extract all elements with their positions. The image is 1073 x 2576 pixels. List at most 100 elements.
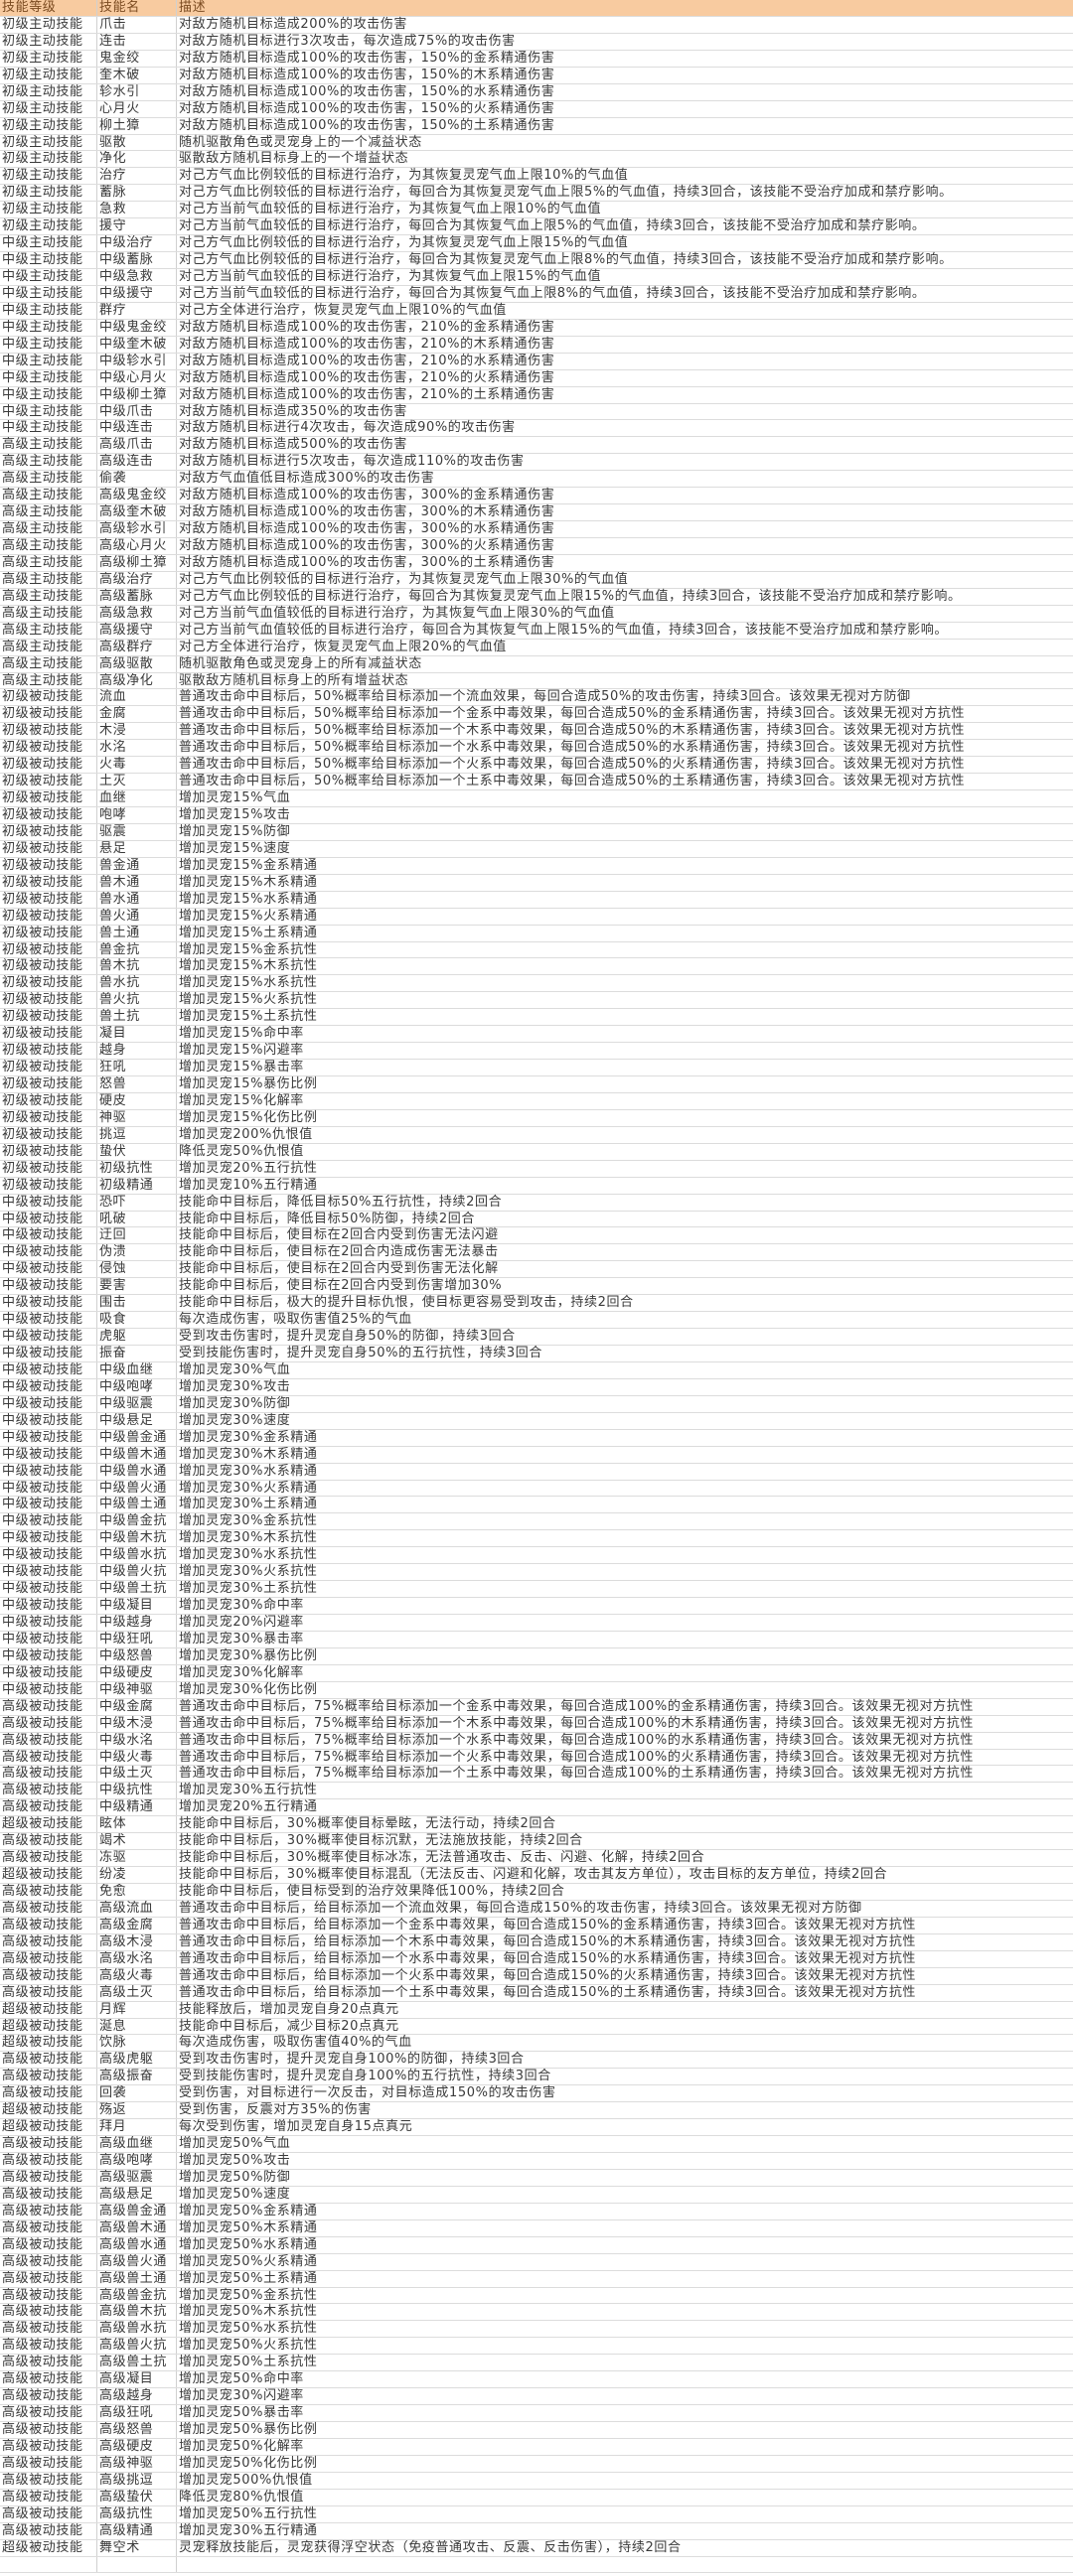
- skill-description-cell[interactable]: 对己方气血比例较低的目标进行治疗，每回合为其恢复灵宠气血上限5%的气血值，持续3…: [179, 185, 953, 201]
- skill-name-cell[interactable]: 免愈: [97, 1884, 177, 1900]
- skill-level-cell[interactable]: 高级被动技能: [0, 1749, 97, 1766]
- skill-description-cell[interactable]: 普通攻击命中目标后，给目标添加一个木系中毒效果，每回合造成150%的木系精通伤害…: [179, 1933, 917, 1949]
- skill-description-cell[interactable]: 增加灵宠20%五行抗性: [179, 1160, 318, 1176]
- skill-level-cell[interactable]: 初级主动技能: [0, 202, 97, 218]
- skill-name-cell[interactable]: 恐吓: [97, 1194, 177, 1211]
- skill-level-cell[interactable]: 初级主动技能: [0, 218, 97, 235]
- skill-level-cell[interactable]: 高级被动技能: [0, 1933, 97, 1950]
- skill-level-cell[interactable]: 中级主动技能: [0, 336, 97, 353]
- skill-description-cell[interactable]: 增加灵宠30%攻击: [179, 1378, 291, 1394]
- skill-name-cell[interactable]: 中级土灭: [97, 1766, 177, 1783]
- skill-description-cell[interactable]: 普通攻击命中目标后，75%概率给目标添加一个水系中毒效果，每回合造成100%的水…: [179, 1732, 974, 1748]
- skill-description-cell[interactable]: 对敌方气血值低目标造成300%的攻击伤害: [179, 471, 435, 487]
- skill-name-cell[interactable]: 中级蓄脉: [97, 252, 177, 268]
- skill-level-cell[interactable]: 中级主动技能: [0, 319, 97, 336]
- skill-name-cell[interactable]: 吸食: [97, 1312, 177, 1329]
- column-header-level[interactable]: 技能等级: [0, 0, 97, 16]
- skill-description-cell[interactable]: 受到技能伤害时，提升灵宠自身50%的五行抗性，持续3回合: [179, 1346, 542, 1360]
- skill-level-cell[interactable]: 中级主动技能: [0, 269, 97, 285]
- skill-name-cell[interactable]: 援守: [97, 218, 177, 235]
- skill-description-cell[interactable]: 对敌方随机目标进行3次攻击，每次造成75%的攻击伤害: [179, 33, 516, 49]
- skill-level-cell[interactable]: 初级被动技能: [0, 1026, 97, 1043]
- skill-description-cell[interactable]: 随机驱散角色或灵宠身上的一个减益状态: [179, 134, 422, 150]
- skill-description-cell[interactable]: 增加灵宠30%暴击率: [179, 1631, 304, 1646]
- skill-description-cell[interactable]: 增加灵宠50%防御: [179, 2169, 291, 2185]
- skill-description-cell[interactable]: 普通攻击命中目标后，50%概率给目标添加一个金系中毒效果，每回合造成50%的金系…: [179, 706, 966, 722]
- skill-level-cell[interactable]: 高级被动技能: [0, 1766, 97, 1783]
- skill-name-cell[interactable]: 兽水抗: [97, 975, 177, 992]
- skill-name-cell[interactable]: 高级鬼金绞: [97, 488, 177, 504]
- skill-description-cell[interactable]: 技能释放后，增加灵宠自身20点真元: [179, 2001, 399, 2017]
- skill-description-cell[interactable]: 技能命中目标后，降低目标50%五行抗性，持续2回合: [179, 1194, 503, 1210]
- skill-description-cell[interactable]: 对敌方随机目标进行5次攻击，每次造成110%的攻击伤害: [179, 454, 525, 470]
- skill-name-cell[interactable]: 兽水通: [97, 891, 177, 908]
- skill-level-cell[interactable]: 高级被动技能: [0, 1917, 97, 1933]
- skill-description-cell[interactable]: 增加灵宠15%攻击: [179, 807, 291, 822]
- skill-name-cell[interactable]: [97, 2556, 177, 2573]
- skill-description-cell[interactable]: 增加灵宠50%水系精通: [179, 2236, 318, 2252]
- skill-name-cell[interactable]: 中级兽土通: [97, 1497, 177, 1513]
- skill-level-cell[interactable]: 超级被动技能: [0, 2035, 97, 2052]
- skill-level-cell[interactable]: 初级主动技能: [0, 83, 97, 100]
- skill-name-cell[interactable]: 中级金腐: [97, 1698, 177, 1715]
- skill-level-cell[interactable]: 初级主动技能: [0, 50, 97, 67]
- skill-name-cell[interactable]: 鬼金绞: [97, 50, 177, 67]
- skill-name-cell[interactable]: 驱震: [97, 823, 177, 840]
- skill-description-cell[interactable]: 普通攻击命中目标后，给目标添加一个流血效果，每回合造成150%的攻击伤害，持续3…: [179, 1900, 862, 1916]
- skill-description-cell[interactable]: 对己方气血比例较低的目标进行治疗，为其恢复灵宠气血上限15%的气血值: [179, 235, 629, 251]
- skill-name-cell[interactable]: 高级群疗: [97, 639, 177, 655]
- skill-description-cell[interactable]: 对敌方随机目标造成100%的攻击伤害，150%的火系精通伤害: [179, 100, 555, 116]
- skill-description-cell[interactable]: 对己方当前气血较低的目标进行治疗，每回合为其恢复气血上限5%的气血值，持续3回合…: [179, 218, 926, 234]
- skill-description-cell[interactable]: 普通攻击命中目标后，50%概率给目标添加一个流血效果，每回合造成50%的攻击伤害…: [179, 689, 911, 705]
- skill-description-cell[interactable]: [177, 2557, 1073, 2573]
- skill-description-cell[interactable]: 技能命中目标后，30%概率使目标冰冻，无法普通攻击、反击、闪避、化解，持续2回合: [179, 1850, 705, 1866]
- skill-description-cell[interactable]: 增加灵宠30%水系抗性: [179, 1547, 318, 1563]
- skill-level-cell[interactable]: 初级被动技能: [0, 1126, 97, 1143]
- skill-name-cell[interactable]: 振奋: [97, 1346, 177, 1361]
- skill-description-cell[interactable]: 增加灵宠15%暴击率: [179, 1060, 304, 1075]
- skill-level-cell[interactable]: 初级被动技能: [0, 1143, 97, 1160]
- skill-name-cell[interactable]: 悬足: [97, 840, 177, 857]
- skill-level-cell[interactable]: 中级被动技能: [0, 1631, 97, 1647]
- skill-description-cell[interactable]: 增加灵宠50%土系抗性: [179, 2355, 318, 2370]
- skill-name-cell[interactable]: 中级柳土獐: [97, 386, 177, 403]
- skill-description-cell[interactable]: 增加灵宠30%速度: [179, 1412, 291, 1428]
- skill-name-cell[interactable]: 治疗: [97, 168, 177, 185]
- skill-description-cell[interactable]: 增加灵宠15%火系精通: [179, 908, 318, 924]
- skill-description-cell[interactable]: 增加灵宠50%土系精通: [179, 2270, 318, 2286]
- skill-name-cell[interactable]: 流血: [97, 689, 177, 706]
- skill-description-cell[interactable]: 增加灵宠15%木系抗性: [179, 958, 318, 974]
- skill-description-cell[interactable]: 对敌方随机目标造成100%的攻击伤害，150%的水系精通伤害: [179, 83, 555, 99]
- skill-name-cell[interactable]: 中级急救: [97, 269, 177, 285]
- skill-level-cell[interactable]: 高级主动技能: [0, 454, 97, 471]
- skill-level-cell[interactable]: 超级被动技能: [0, 2539, 97, 2556]
- skill-level-cell[interactable]: 中级被动技能: [0, 1261, 97, 1278]
- skill-level-cell[interactable]: 高级主动技能: [0, 655, 97, 672]
- skill-description-cell[interactable]: 增加灵宠30%土系抗性: [179, 1581, 318, 1597]
- skill-level-cell[interactable]: 高级主动技能: [0, 521, 97, 537]
- skill-level-cell[interactable]: 初级主动技能: [0, 117, 97, 134]
- skill-description-cell[interactable]: 对己方气血比例较低的目标进行治疗，为其恢复灵宠气血上限10%的气血值: [179, 168, 629, 184]
- skill-name-cell[interactable]: 土灭: [97, 774, 177, 790]
- skill-name-cell[interactable]: 中级轸水引: [97, 353, 177, 369]
- skill-level-cell[interactable]: 高级被动技能: [0, 2052, 97, 2069]
- skill-level-cell[interactable]: 高级被动技能: [0, 2186, 97, 2203]
- skill-name-cell[interactable]: 中级木浸: [97, 1715, 177, 1732]
- skill-name-cell[interactable]: 侵蚀: [97, 1261, 177, 1278]
- skill-name-cell[interactable]: 群疗: [97, 302, 177, 319]
- skill-description-cell[interactable]: 受到伤害，反震对方35%的伤害: [179, 2102, 372, 2118]
- skill-description-cell[interactable]: 增加灵宠30%土系精通: [179, 1497, 318, 1512]
- skill-name-cell[interactable]: 中级凝目: [97, 1598, 177, 1614]
- skill-name-cell[interactable]: 高级虎躯: [97, 2052, 177, 2069]
- skill-name-cell[interactable]: 兽土通: [97, 925, 177, 941]
- skill-description-cell[interactable]: 增加灵宠30%金系抗性: [179, 1513, 318, 1529]
- skill-name-cell[interactable]: 兽木通: [97, 874, 177, 891]
- skill-description-cell[interactable]: 受到技能伤害时，提升灵宠自身100%的五行抗性，持续3回合: [179, 2069, 551, 2084]
- skill-level-cell[interactable]: [0, 2556, 97, 2573]
- skill-level-cell[interactable]: 初级主动技能: [0, 16, 97, 33]
- skill-name-cell[interactable]: 奎木破: [97, 67, 177, 83]
- skill-name-cell[interactable]: 净化: [97, 151, 177, 168]
- skill-description-cell[interactable]: 技能命中目标后，使目标在2回合内受到伤害无法闪避: [179, 1227, 499, 1243]
- skill-level-cell[interactable]: 初级主动技能: [0, 100, 97, 117]
- skill-name-cell[interactable]: 中级怒兽: [97, 1647, 177, 1664]
